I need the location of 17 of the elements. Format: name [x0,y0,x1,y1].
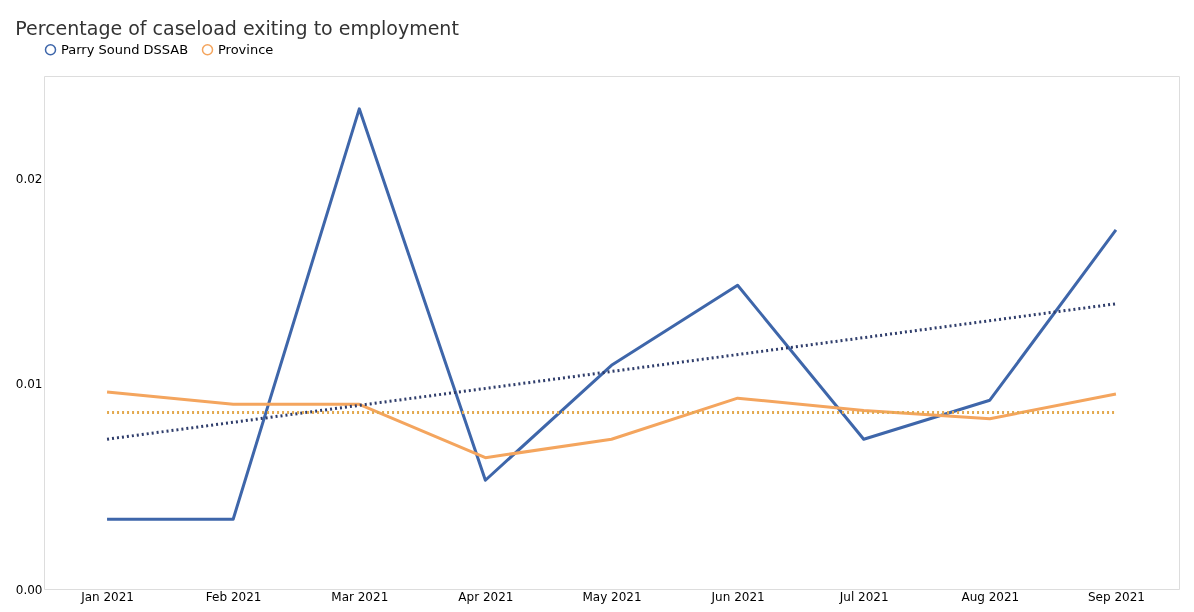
x-tick-label: Mar 2021 [331,589,389,604]
x-tick-label: Sep 2021 [1087,589,1145,604]
x-tick-label: Jul 2021 [838,589,889,604]
y-tick-label: 0.00 [15,582,43,597]
chart-title: Percentage of caseload exiting to employment [15,17,459,39]
x-tick-label: Jan 2021 [80,589,134,604]
legend-label: Province [218,41,274,57]
y-tick-label: 0.02 [15,172,43,187]
x-tick-label: May 2021 [582,589,642,604]
x-tick-label: Apr 2021 [458,589,514,604]
line-series [105,107,1118,521]
x-tick-label: Jun 2021 [710,589,765,604]
y-tick-label: 0.01 [15,377,43,392]
x-tick-label: Feb 2021 [205,589,262,604]
legend-label: Parry Sound DSSAB [61,41,189,57]
x-tick-label: Aug 2021 [961,589,1020,604]
line-series [105,390,1118,460]
